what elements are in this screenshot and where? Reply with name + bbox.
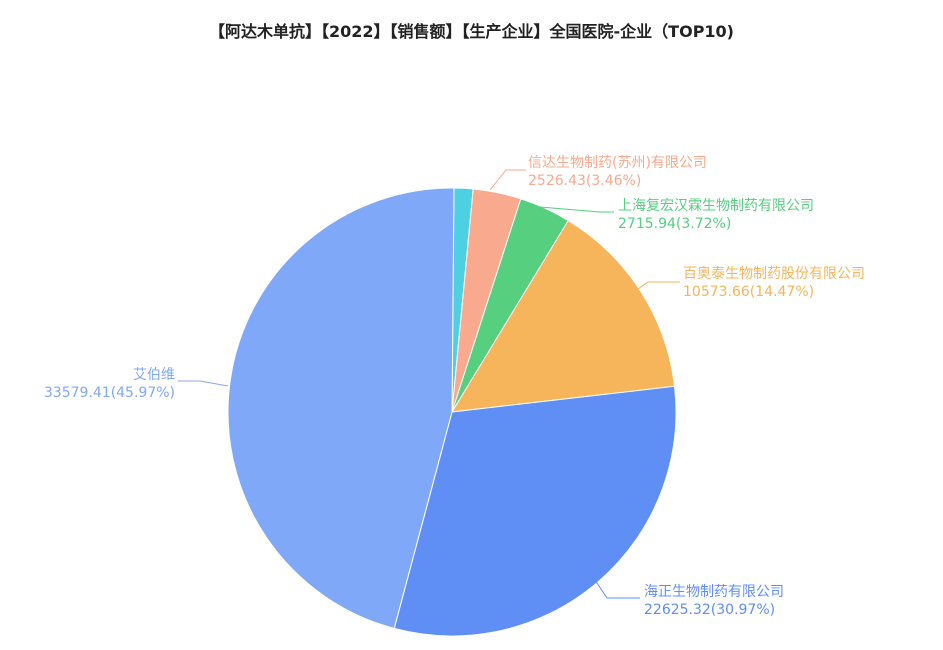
slice-name-label-0: 信达生物制药(苏州)有限公司 bbox=[528, 155, 707, 171]
chart-title: 【阿达木单抗】【2022】【销售额】【生产企业】全国医院-企业（TOP10) bbox=[209, 22, 734, 41]
slice-value-label-3: 22625.32(30.97%) bbox=[644, 602, 775, 618]
label-leader-line-3 bbox=[586, 567, 640, 599]
label-leader-line-4 bbox=[178, 380, 229, 387]
slice-name-label-3: 海正生物制药有限公司 bbox=[644, 584, 784, 600]
label-leader-line-2 bbox=[627, 281, 680, 297]
label-leader-line-0 bbox=[489, 169, 526, 191]
slice-value-label-2: 10573.66(14.47%) bbox=[683, 284, 814, 300]
pie-slice-3[interactable] bbox=[393, 385, 677, 637]
slice-name-label-1: 上海复宏汉霖生物制药有限公司 bbox=[618, 197, 814, 214]
pie-slice-2[interactable] bbox=[451, 219, 676, 413]
slice-name-label-4: 艾伯维 bbox=[133, 367, 175, 383]
label-leader-line-1 bbox=[539, 206, 614, 213]
slice-value-label-0: 2526.43(3.46%) bbox=[528, 173, 641, 189]
slice-name-label-2: 百奥泰生物制药股份有限公司 bbox=[683, 265, 865, 282]
slice-value-label-1: 2715.94(3.72%) bbox=[618, 216, 731, 232]
slice-value-label-4: 33579.41(45.97%) bbox=[44, 385, 175, 401]
pie-slice-4[interactable] bbox=[227, 187, 455, 630]
